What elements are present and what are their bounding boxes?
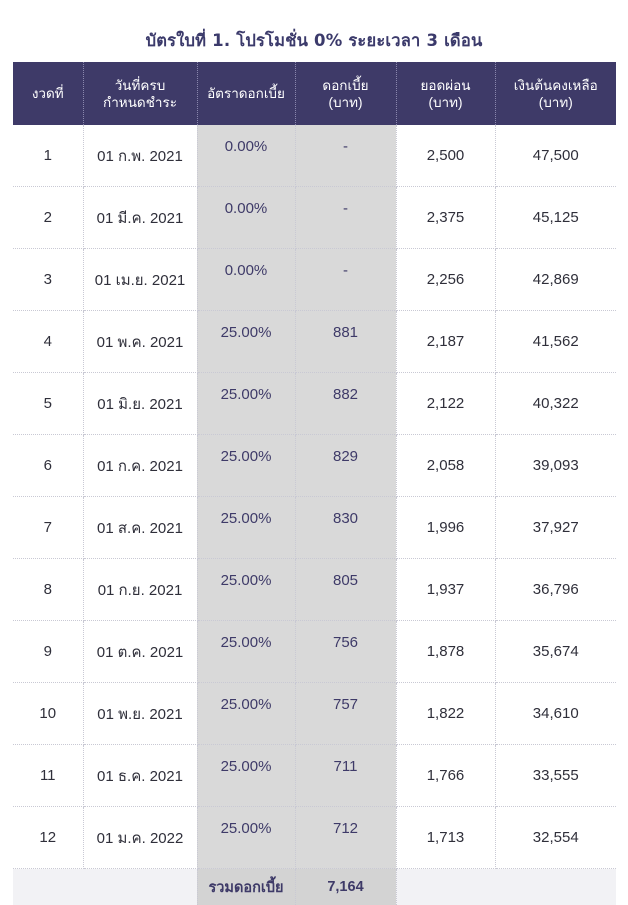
cell-payment: 1,713 bbox=[396, 807, 495, 869]
cell-due-date: 01 ก.ย. 2021 bbox=[83, 559, 197, 621]
cell-principal-remaining: 33,555 bbox=[495, 745, 616, 807]
cell-interest: 805 bbox=[295, 559, 396, 621]
cell-installment: 6 bbox=[13, 435, 83, 497]
cell-payment: 2,375 bbox=[396, 187, 495, 249]
cell-interest: - bbox=[295, 187, 396, 249]
cell-payment: 1,937 bbox=[396, 559, 495, 621]
cell-principal-remaining: 45,125 bbox=[495, 187, 616, 249]
cell-installment: 4 bbox=[13, 311, 83, 373]
cell-principal-remaining: 34,610 bbox=[495, 683, 616, 745]
cell-due-date: 01 ม.ค. 2022 bbox=[83, 807, 197, 869]
cell-payment: 2,500 bbox=[396, 125, 495, 187]
cell-interest-rate: 25.00% bbox=[197, 373, 295, 435]
cell-due-date: 01 ก.พ. 2021 bbox=[83, 125, 197, 187]
cell-due-date: 01 ต.ค. 2021 bbox=[83, 621, 197, 683]
cell-interest: 712 bbox=[295, 807, 396, 869]
total-label: รวมดอกเบี้ย bbox=[197, 869, 295, 905]
cell-principal-remaining: 47,500 bbox=[495, 125, 616, 187]
header-interest-rate: อัตราดอกเบี้ย bbox=[197, 62, 295, 125]
header-principal-remaining: เงินต้นคงเหลือ (บาท) bbox=[495, 62, 616, 125]
cell-principal-remaining: 39,093 bbox=[495, 435, 616, 497]
cell-interest-rate: 25.00% bbox=[197, 435, 295, 497]
cell-interest-rate: 25.00% bbox=[197, 683, 295, 745]
cell-installment: 10 bbox=[13, 683, 83, 745]
cell-interest: - bbox=[295, 125, 396, 187]
cell-interest-rate: 0.00% bbox=[197, 187, 295, 249]
cell-installment: 12 bbox=[13, 807, 83, 869]
cell-payment: 1,878 bbox=[396, 621, 495, 683]
cell-interest: 757 bbox=[295, 683, 396, 745]
cell-principal-remaining: 32,554 bbox=[495, 807, 616, 869]
cell-principal-remaining: 41,562 bbox=[495, 311, 616, 373]
cell-payment: 2,058 bbox=[396, 435, 495, 497]
cell-principal-remaining: 35,674 bbox=[495, 621, 616, 683]
total-interest-value: 7,164 bbox=[295, 869, 396, 905]
cell-due-date: 01 ธ.ค. 2021 bbox=[83, 745, 197, 807]
cell-interest: 711 bbox=[295, 745, 396, 807]
total-row: รวมดอกเบี้ย 7,164 bbox=[13, 869, 616, 905]
cell-interest: 756 bbox=[295, 621, 396, 683]
cell-payment: 1,822 bbox=[396, 683, 495, 745]
cell-payment: 1,766 bbox=[396, 745, 495, 807]
cell-principal-remaining: 42,869 bbox=[495, 249, 616, 311]
header-due-date: วันที่ครบ กำหนดชำระ bbox=[83, 62, 197, 125]
cell-payment: 1,996 bbox=[396, 497, 495, 559]
cell-interest-rate: 0.00% bbox=[197, 249, 295, 311]
cell-payment: 2,122 bbox=[396, 373, 495, 435]
cell-payment: 2,256 bbox=[396, 249, 495, 311]
total-blank-cell-right bbox=[396, 869, 616, 905]
header-payment: ยอดผ่อน (บาท) bbox=[396, 62, 495, 125]
cell-principal-remaining: 36,796 bbox=[495, 559, 616, 621]
header-row: งวดที่ วันที่ครบ กำหนดชำระ อัตราดอกเบี้ย… bbox=[13, 62, 616, 125]
cell-due-date: 01 มิ.ย. 2021 bbox=[83, 373, 197, 435]
cell-principal-remaining: 37,927 bbox=[495, 497, 616, 559]
cell-principal-remaining: 40,322 bbox=[495, 373, 616, 435]
cell-due-date: 01 ส.ค. 2021 bbox=[83, 497, 197, 559]
cell-interest-rate: 25.00% bbox=[197, 807, 295, 869]
cell-interest-rate: 25.00% bbox=[197, 497, 295, 559]
cell-installment: 7 bbox=[13, 497, 83, 559]
cell-interest: - bbox=[295, 249, 396, 311]
cell-installment: 2 bbox=[13, 187, 83, 249]
cell-interest-rate: 25.00% bbox=[197, 559, 295, 621]
cell-installment: 1 bbox=[13, 125, 83, 187]
header-installment: งวดที่ bbox=[13, 62, 83, 125]
cell-due-date: 01 พ.ย. 2021 bbox=[83, 683, 197, 745]
cell-interest-rate: 0.00% bbox=[197, 125, 295, 187]
installment-table: งวดที่ วันที่ครบ กำหนดชำระ อัตราดอกเบี้ย… bbox=[13, 62, 616, 905]
cell-interest: 830 bbox=[295, 497, 396, 559]
cell-due-date: 01 พ.ค. 2021 bbox=[83, 311, 197, 373]
cell-due-date: 01 เม.ย. 2021 bbox=[83, 249, 197, 311]
table-title: บัตรใบที่ 1. โปรโมชั่น 0% ระยะเวลา 3 เดื… bbox=[0, 28, 628, 54]
cell-interest-rate: 25.00% bbox=[197, 311, 295, 373]
cell-due-date: 01 มี.ค. 2021 bbox=[83, 187, 197, 249]
cell-installment: 3 bbox=[13, 249, 83, 311]
cell-interest-rate: 25.00% bbox=[197, 745, 295, 807]
cell-interest: 882 bbox=[295, 373, 396, 435]
cell-interest: 881 bbox=[295, 311, 396, 373]
cell-installment: 5 bbox=[13, 373, 83, 435]
cell-installment: 11 bbox=[13, 745, 83, 807]
cell-interest-rate: 25.00% bbox=[197, 621, 295, 683]
cell-payment: 2,187 bbox=[396, 311, 495, 373]
cell-due-date: 01 ก.ค. 2021 bbox=[83, 435, 197, 497]
cell-interest: 829 bbox=[295, 435, 396, 497]
cell-installment: 9 bbox=[13, 621, 83, 683]
header-interest: ดอกเบี้ย (บาท) bbox=[295, 62, 396, 125]
total-blank-cell bbox=[13, 869, 197, 905]
cell-installment: 8 bbox=[13, 559, 83, 621]
